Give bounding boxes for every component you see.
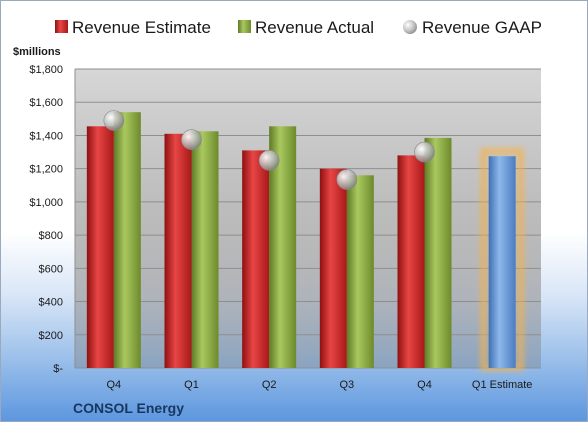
bar-revenue-estimate [86, 126, 114, 368]
marker-revenue-gaap [414, 141, 435, 163]
x-tick-label: Q1 Estimate [472, 379, 533, 391]
bar-revenue-estimate [164, 133, 192, 368]
y-tick-label: $400 [39, 297, 63, 309]
marker-revenue-gaap [258, 150, 280, 171]
y-tick-label: $- [53, 363, 63, 375]
x-tick-label: Q4 [417, 379, 432, 391]
company-name: CONSOL Energy [73, 400, 184, 416]
y-tick-label: $800 [39, 230, 63, 242]
legend-item-revenue-actual: Revenue Actual [238, 18, 374, 37]
x-axis-labels: Q4 Q1 Q2 Q3 Q4 Q1 Estimate [106, 379, 532, 391]
x-tick-label: Q4 [106, 379, 121, 391]
y-tick-label: $1,600 [29, 97, 63, 109]
y-tick-label: $600 [39, 263, 63, 275]
gridlines [74, 68, 541, 369]
legend-label-revenue-actual: Revenue Actual [255, 18, 374, 37]
plot-area [75, 69, 541, 368]
marker-revenue-gaap [181, 129, 202, 150]
y-tick-label: $200 [39, 330, 63, 342]
legend-swatch-revenue-actual [238, 20, 251, 33]
bar-q1-estimate [488, 156, 516, 368]
marker-revenue-gaap [336, 169, 358, 190]
y-tick-label: $1,000 [29, 197, 63, 209]
bar-revenue-actual [346, 175, 374, 368]
legend-item-revenue-gaap: Revenue GAAP [403, 18, 542, 37]
legend: Revenue Estimate Revenue Actual Revenue … [55, 18, 542, 37]
marker-revenue-gaap [103, 110, 125, 131]
bars [86, 112, 524, 371]
y-axis-ticks: $- $200 $400 $600 $800 $1,000 $1,200 $1,400 $1,6… [29, 64, 63, 375]
x-tick-label: Q1 [184, 379, 199, 391]
bar-revenue-estimate [319, 168, 347, 368]
legend-label-revenue-gaap: Revenue GAAP [422, 18, 542, 37]
gaap-markers [103, 110, 435, 190]
y-tick-label: $1,400 [29, 130, 63, 142]
y-tick-label: $1,200 [29, 164, 63, 176]
x-tick-label: Q3 [339, 379, 354, 391]
y-tick-label: $1,800 [29, 64, 63, 76]
legend-swatch-revenue-gaap [403, 20, 417, 34]
bar-revenue-estimate [242, 150, 270, 368]
legend-item-revenue-estimate: Revenue Estimate [55, 18, 211, 37]
y-axis-unit-label: $millions [13, 46, 61, 58]
bar-revenue-actual [113, 112, 141, 368]
legend-swatch-revenue-estimate [55, 20, 68, 33]
bar-revenue-actual [424, 137, 452, 368]
legend-label-revenue-estimate: Revenue Estimate [72, 18, 211, 37]
bar-revenue-estimate [397, 155, 425, 368]
x-tick-label: Q2 [262, 379, 277, 391]
bar-revenue-actual [191, 131, 219, 368]
